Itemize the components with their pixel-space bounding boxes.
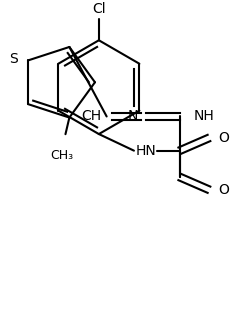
Text: O: O bbox=[219, 131, 230, 145]
Text: N: N bbox=[127, 109, 138, 123]
Text: S: S bbox=[10, 51, 18, 66]
Text: CH: CH bbox=[82, 109, 102, 123]
Text: NH: NH bbox=[193, 109, 214, 123]
Text: Cl: Cl bbox=[92, 2, 106, 16]
Text: O: O bbox=[219, 183, 230, 197]
Text: HN: HN bbox=[135, 144, 156, 158]
Text: CH₃: CH₃ bbox=[50, 149, 73, 162]
